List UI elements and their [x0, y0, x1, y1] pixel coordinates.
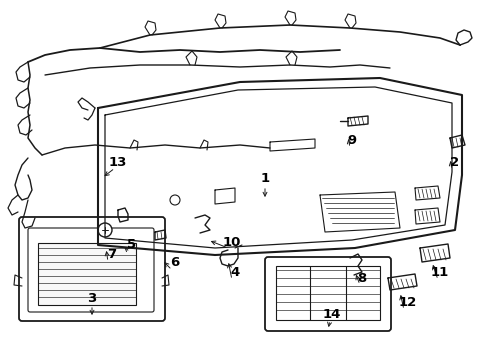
- Text: 9: 9: [347, 134, 356, 147]
- Bar: [38, 243, 136, 305]
- Text: 12: 12: [398, 296, 416, 309]
- Text: 5: 5: [127, 239, 136, 252]
- Text: 10: 10: [223, 235, 241, 248]
- Text: 8: 8: [357, 271, 366, 284]
- FancyBboxPatch shape: [28, 228, 154, 312]
- Text: 4: 4: [230, 266, 239, 279]
- Circle shape: [170, 195, 180, 205]
- Text: 2: 2: [449, 156, 459, 168]
- Text: 6: 6: [170, 256, 179, 270]
- Text: 1: 1: [260, 171, 269, 185]
- Text: 14: 14: [322, 307, 341, 320]
- Text: 3: 3: [87, 292, 97, 305]
- Text: 7: 7: [107, 248, 116, 261]
- Text: 11: 11: [430, 266, 448, 279]
- Text: 13: 13: [109, 156, 127, 168]
- Circle shape: [98, 223, 112, 237]
- FancyBboxPatch shape: [19, 217, 164, 321]
- Bar: [275, 266, 379, 320]
- FancyBboxPatch shape: [264, 257, 390, 331]
